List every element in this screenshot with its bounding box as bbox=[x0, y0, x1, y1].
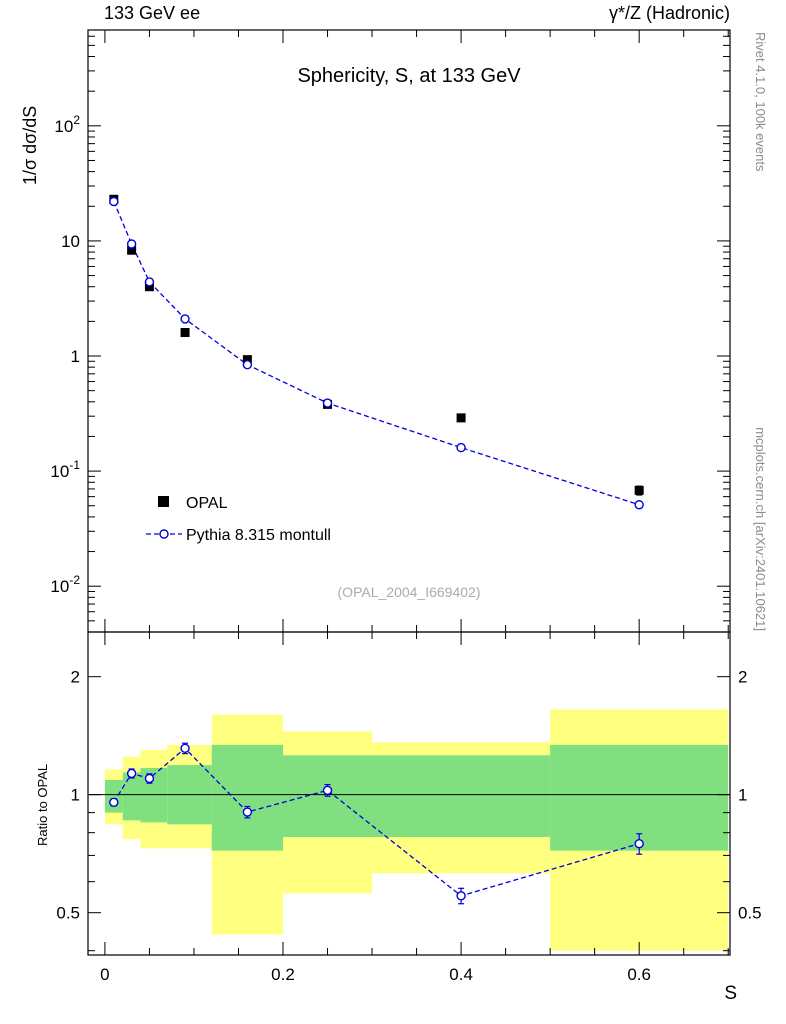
plot-title: Sphericity, S, at 133 GeV bbox=[297, 65, 521, 87]
svg-text:1: 1 bbox=[71, 786, 80, 805]
axis-ticks bbox=[88, 30, 730, 955]
pythia-points bbox=[109, 196, 644, 510]
beam-energy-label: 133 GeV ee bbox=[104, 3, 200, 23]
main-y-axis-label: 1/σ dσ/dS bbox=[20, 106, 40, 185]
legend-opal-label: OPAL bbox=[186, 495, 228, 512]
x-axis-label: S bbox=[724, 983, 737, 1004]
ratio-series bbox=[109, 742, 644, 905]
panel-frames bbox=[87, 29, 731, 956]
svg-text:10-2: 10-2 bbox=[50, 573, 80, 596]
opal-points bbox=[109, 194, 644, 495]
svg-text:0.2: 0.2 bbox=[271, 965, 295, 984]
main-error-bars bbox=[110, 196, 643, 507]
svg-text:1: 1 bbox=[738, 786, 747, 805]
chart-render-layer: 102 10 1 10-1 10-2 2 2 1 1 0.5 0.5 0 0.2 0.4 0.6 bbox=[50, 29, 762, 984]
svg-text:2: 2 bbox=[71, 668, 80, 687]
svg-text:10: 10 bbox=[61, 232, 80, 251]
svg-text:0.4: 0.4 bbox=[449, 965, 473, 984]
ratio-y-axis-label: Ratio to OPAL bbox=[35, 764, 50, 846]
svg-text:0.5: 0.5 bbox=[738, 904, 762, 923]
svg-text:10-1: 10-1 bbox=[50, 458, 80, 481]
legend-pythia-label: Pythia 8.315 montull bbox=[186, 527, 331, 544]
svg-text:1: 1 bbox=[71, 347, 80, 366]
svg-text:0.6: 0.6 bbox=[627, 965, 651, 984]
legend-pythia-marker bbox=[159, 529, 169, 539]
ratio-uncertainty-bands bbox=[104, 709, 729, 951]
svg-text:0.5: 0.5 bbox=[56, 904, 80, 923]
pythia-line-main bbox=[113, 201, 640, 506]
rivet-version-watermark: Rivet 4.1.0, 100k events bbox=[753, 32, 768, 172]
legend-opal-marker bbox=[158, 496, 169, 507]
analysis-watermark: (OPAL_2004_I669402) bbox=[338, 584, 481, 600]
process-label: γ*/Z (Hadronic) bbox=[609, 3, 730, 23]
svg-text:102: 102 bbox=[54, 113, 80, 136]
svg-text:2: 2 bbox=[738, 668, 747, 687]
mcplots-watermark: mcplots.cern.ch [arXiv:2401.10621] bbox=[753, 427, 768, 631]
svg-text:0: 0 bbox=[100, 965, 109, 984]
legend: OPAL Pythia 8.315 montull bbox=[146, 495, 331, 544]
